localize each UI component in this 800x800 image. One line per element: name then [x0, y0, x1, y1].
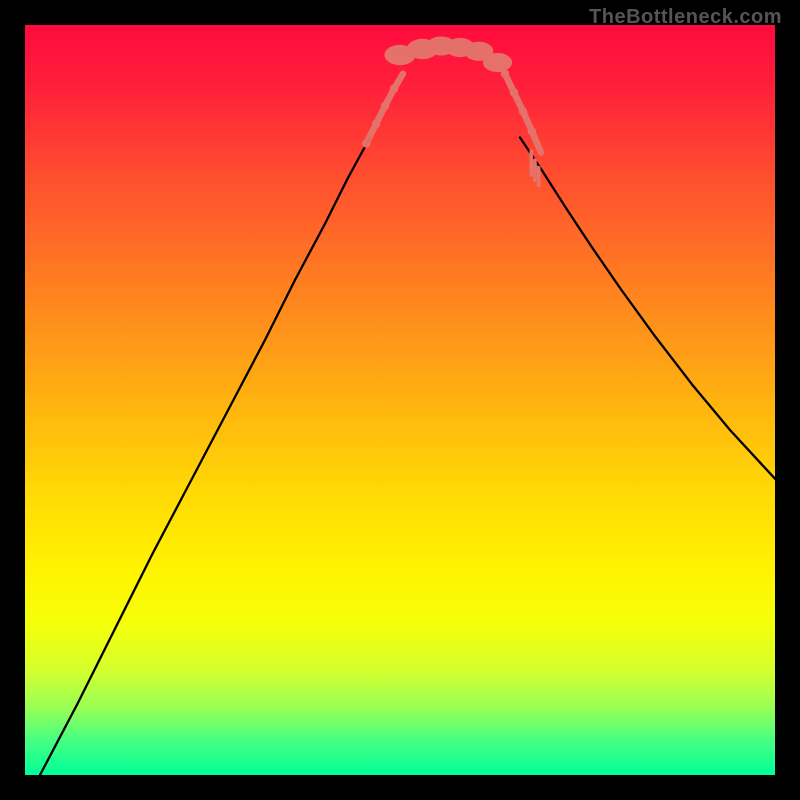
curve-right-line: [520, 138, 775, 479]
bottom-marker-scribble: [362, 36, 541, 185]
chart-curves: [25, 25, 775, 775]
curve-left-line: [40, 138, 370, 776]
watermark-text: TheBottleneck.com: [589, 6, 782, 29]
plot-area: [25, 25, 775, 775]
